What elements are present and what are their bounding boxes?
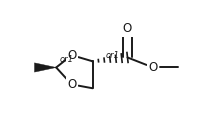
Polygon shape xyxy=(34,63,56,72)
Text: or1: or1 xyxy=(59,55,73,64)
Text: O: O xyxy=(67,78,76,91)
Text: O: O xyxy=(123,22,132,36)
Text: or1: or1 xyxy=(106,51,120,60)
Text: O: O xyxy=(149,61,158,74)
Text: O: O xyxy=(67,49,76,62)
